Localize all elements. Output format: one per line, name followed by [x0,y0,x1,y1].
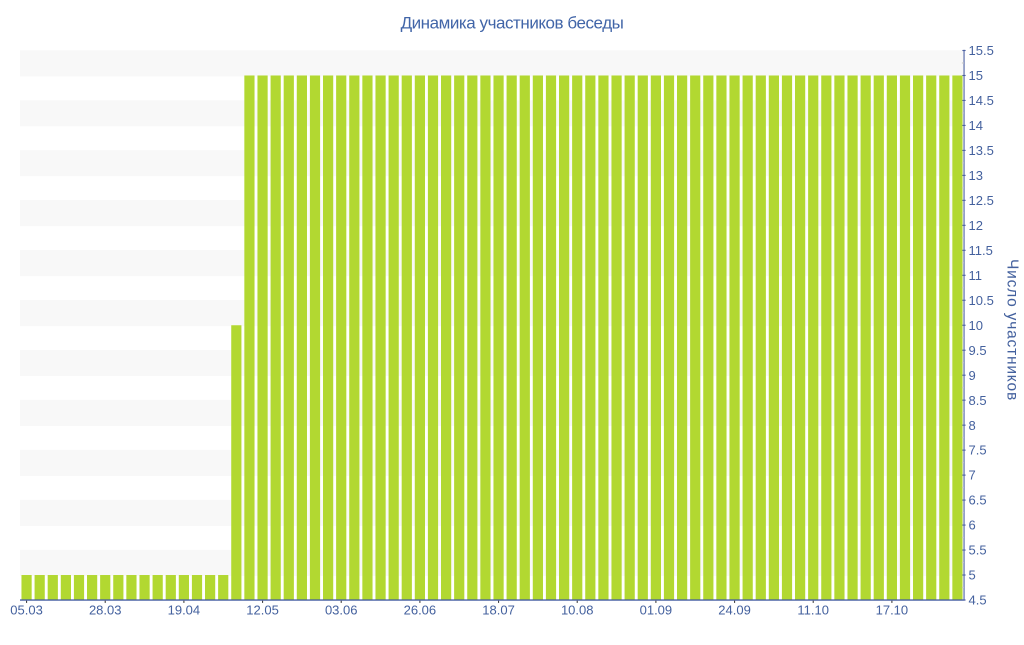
svg-text:12: 12 [969,218,983,233]
svg-text:Динамика участников беседы: Динамика участников беседы [401,14,624,33]
svg-text:05.03: 05.03 [10,603,43,618]
svg-text:9: 9 [969,368,976,383]
svg-text:10.5: 10.5 [969,293,994,308]
svg-text:7.5: 7.5 [969,443,987,458]
svg-text:11: 11 [969,268,983,283]
svg-text:13: 13 [969,168,983,183]
svg-text:8.5: 8.5 [969,393,987,408]
svg-text:17.10: 17.10 [876,603,909,618]
svg-text:19.04: 19.04 [168,603,201,618]
svg-text:15.5: 15.5 [969,43,994,58]
svg-text:18.07: 18.07 [482,603,515,618]
svg-text:28.03: 28.03 [89,603,122,618]
svg-text:7: 7 [969,468,976,483]
svg-text:10.08: 10.08 [561,603,594,618]
svg-text:6: 6 [969,518,976,533]
svg-text:4.5: 4.5 [969,593,987,608]
svg-text:9.5: 9.5 [969,343,987,358]
svg-text:12.05: 12.05 [246,603,279,618]
svg-text:5: 5 [969,568,976,583]
svg-text:12.5: 12.5 [969,193,994,208]
svg-text:15: 15 [969,68,983,83]
svg-text:24.09: 24.09 [718,603,751,618]
svg-text:14.5: 14.5 [969,93,994,108]
svg-text:5.5: 5.5 [969,543,987,558]
svg-text:6.5: 6.5 [969,493,987,508]
svg-text:10: 10 [969,318,983,333]
svg-text:Число участников: Число участников [1004,259,1021,401]
svg-text:01.09: 01.09 [640,603,673,618]
svg-text:8: 8 [969,418,976,433]
svg-text:13.5: 13.5 [969,143,994,158]
svg-text:11.10: 11.10 [797,603,829,618]
svg-text:14: 14 [969,118,983,133]
svg-text:26.06: 26.06 [404,603,437,618]
svg-text:11.5: 11.5 [969,243,993,258]
svg-text:03.06: 03.06 [325,603,358,618]
